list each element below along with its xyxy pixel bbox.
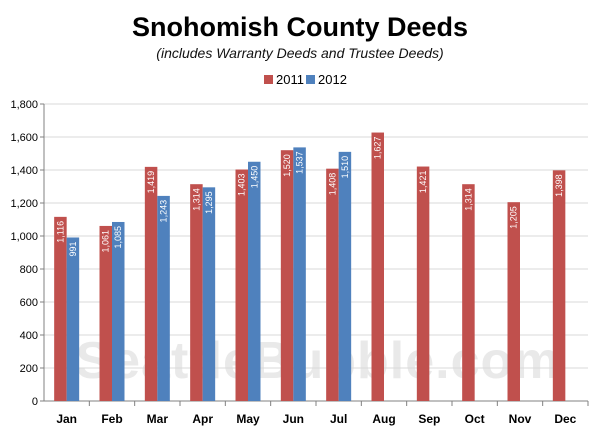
bar-2011-sep xyxy=(416,166,430,401)
data-label: 1,419 xyxy=(146,171,156,194)
y-tick-label: 1,200 xyxy=(10,198,38,210)
y-tick-label: 600 xyxy=(20,297,38,309)
data-label: 1,085 xyxy=(113,226,123,249)
bar-2011-dec xyxy=(552,170,566,401)
bar-2012-mar xyxy=(157,195,170,401)
bar-2012-may xyxy=(248,161,261,401)
bar-2011-nov xyxy=(507,202,520,401)
data-label: 1,520 xyxy=(282,154,292,177)
x-tick-label-apr: Apr xyxy=(192,412,213,426)
bar-2012-apr xyxy=(202,187,216,401)
data-label: 1,403 xyxy=(237,174,247,197)
data-label: 1,205 xyxy=(509,206,519,229)
bar-2011-may xyxy=(235,169,248,401)
y-tick-label: 0 xyxy=(32,396,38,408)
data-label: 1,537 xyxy=(295,151,305,174)
data-label: 1,314 xyxy=(191,188,201,211)
data-label: 1,398 xyxy=(554,174,564,197)
bar-2011-aug xyxy=(371,132,384,402)
y-tick-label: 1,800 xyxy=(10,99,38,111)
bar-2011-apr xyxy=(190,184,203,401)
legend-swatch-2011 xyxy=(264,75,273,84)
y-tick-label: 1,400 xyxy=(10,165,38,177)
legend: 2011 2012 xyxy=(264,72,347,87)
x-tick-label-dec: Dec xyxy=(554,412,576,426)
data-label: 1,627 xyxy=(373,137,383,160)
legend-label-2011: 2011 xyxy=(276,72,304,87)
legend-label-2012: 2012 xyxy=(318,72,347,87)
bar-2011-oct xyxy=(462,184,475,401)
data-label: 1,116 xyxy=(55,221,65,243)
bar-2011-mar xyxy=(144,166,158,401)
x-tick-label-nov: Nov xyxy=(509,412,532,426)
bar-2011-feb xyxy=(99,225,112,401)
x-tick-label-aug: Aug xyxy=(372,412,395,426)
data-label: 1,510 xyxy=(340,156,350,179)
legend-swatch-2012 xyxy=(306,75,315,84)
bar-2012-jul xyxy=(338,151,352,401)
data-label: 1,408 xyxy=(327,173,337,196)
y-tick-label: 200 xyxy=(20,363,38,375)
data-label: 1,314 xyxy=(463,188,473,211)
y-tick-label: 1,000 xyxy=(10,231,38,243)
y-tick-label: 1,600 xyxy=(10,132,38,144)
bar-2011-jun xyxy=(280,150,294,401)
chart-title: Snohomish County Deeds xyxy=(132,12,468,42)
data-label: 991 xyxy=(68,241,78,256)
x-tick-label-mar: Mar xyxy=(147,412,169,426)
plot-area: 0 200 400 600 800 1,000 1,200 1,400 1,600 1,800 1,… xyxy=(10,99,589,426)
chart-subtitle: (includes Warranty Deeds and Trustee Dee… xyxy=(156,45,443,61)
x-tick-label-jan: Jan xyxy=(56,412,77,426)
y-tick-label: 800 xyxy=(20,264,38,276)
x-tick-label-feb: Feb xyxy=(101,412,122,426)
x-tick-label-oct: Oct xyxy=(465,412,485,426)
data-label: 1,295 xyxy=(204,191,214,214)
x-tick-label-may: May xyxy=(236,412,260,426)
x-tick-label-sep: Sep xyxy=(418,412,440,426)
bar-2011-jul xyxy=(326,168,339,401)
bar-2012-jun xyxy=(293,147,306,401)
y-tick-label: 400 xyxy=(20,330,38,342)
data-label: 1,450 xyxy=(249,166,259,189)
bar-2012-jan xyxy=(66,237,80,401)
bar-2012-feb xyxy=(112,221,125,401)
data-label: 1,421 xyxy=(418,171,428,194)
bar-2011-jan xyxy=(54,216,67,401)
x-tick-label-jul: Jul xyxy=(330,412,347,426)
data-label: 1,061 xyxy=(101,230,111,253)
x-tick-label-jun: Jun xyxy=(283,412,304,426)
data-label: 1,243 xyxy=(159,200,169,223)
